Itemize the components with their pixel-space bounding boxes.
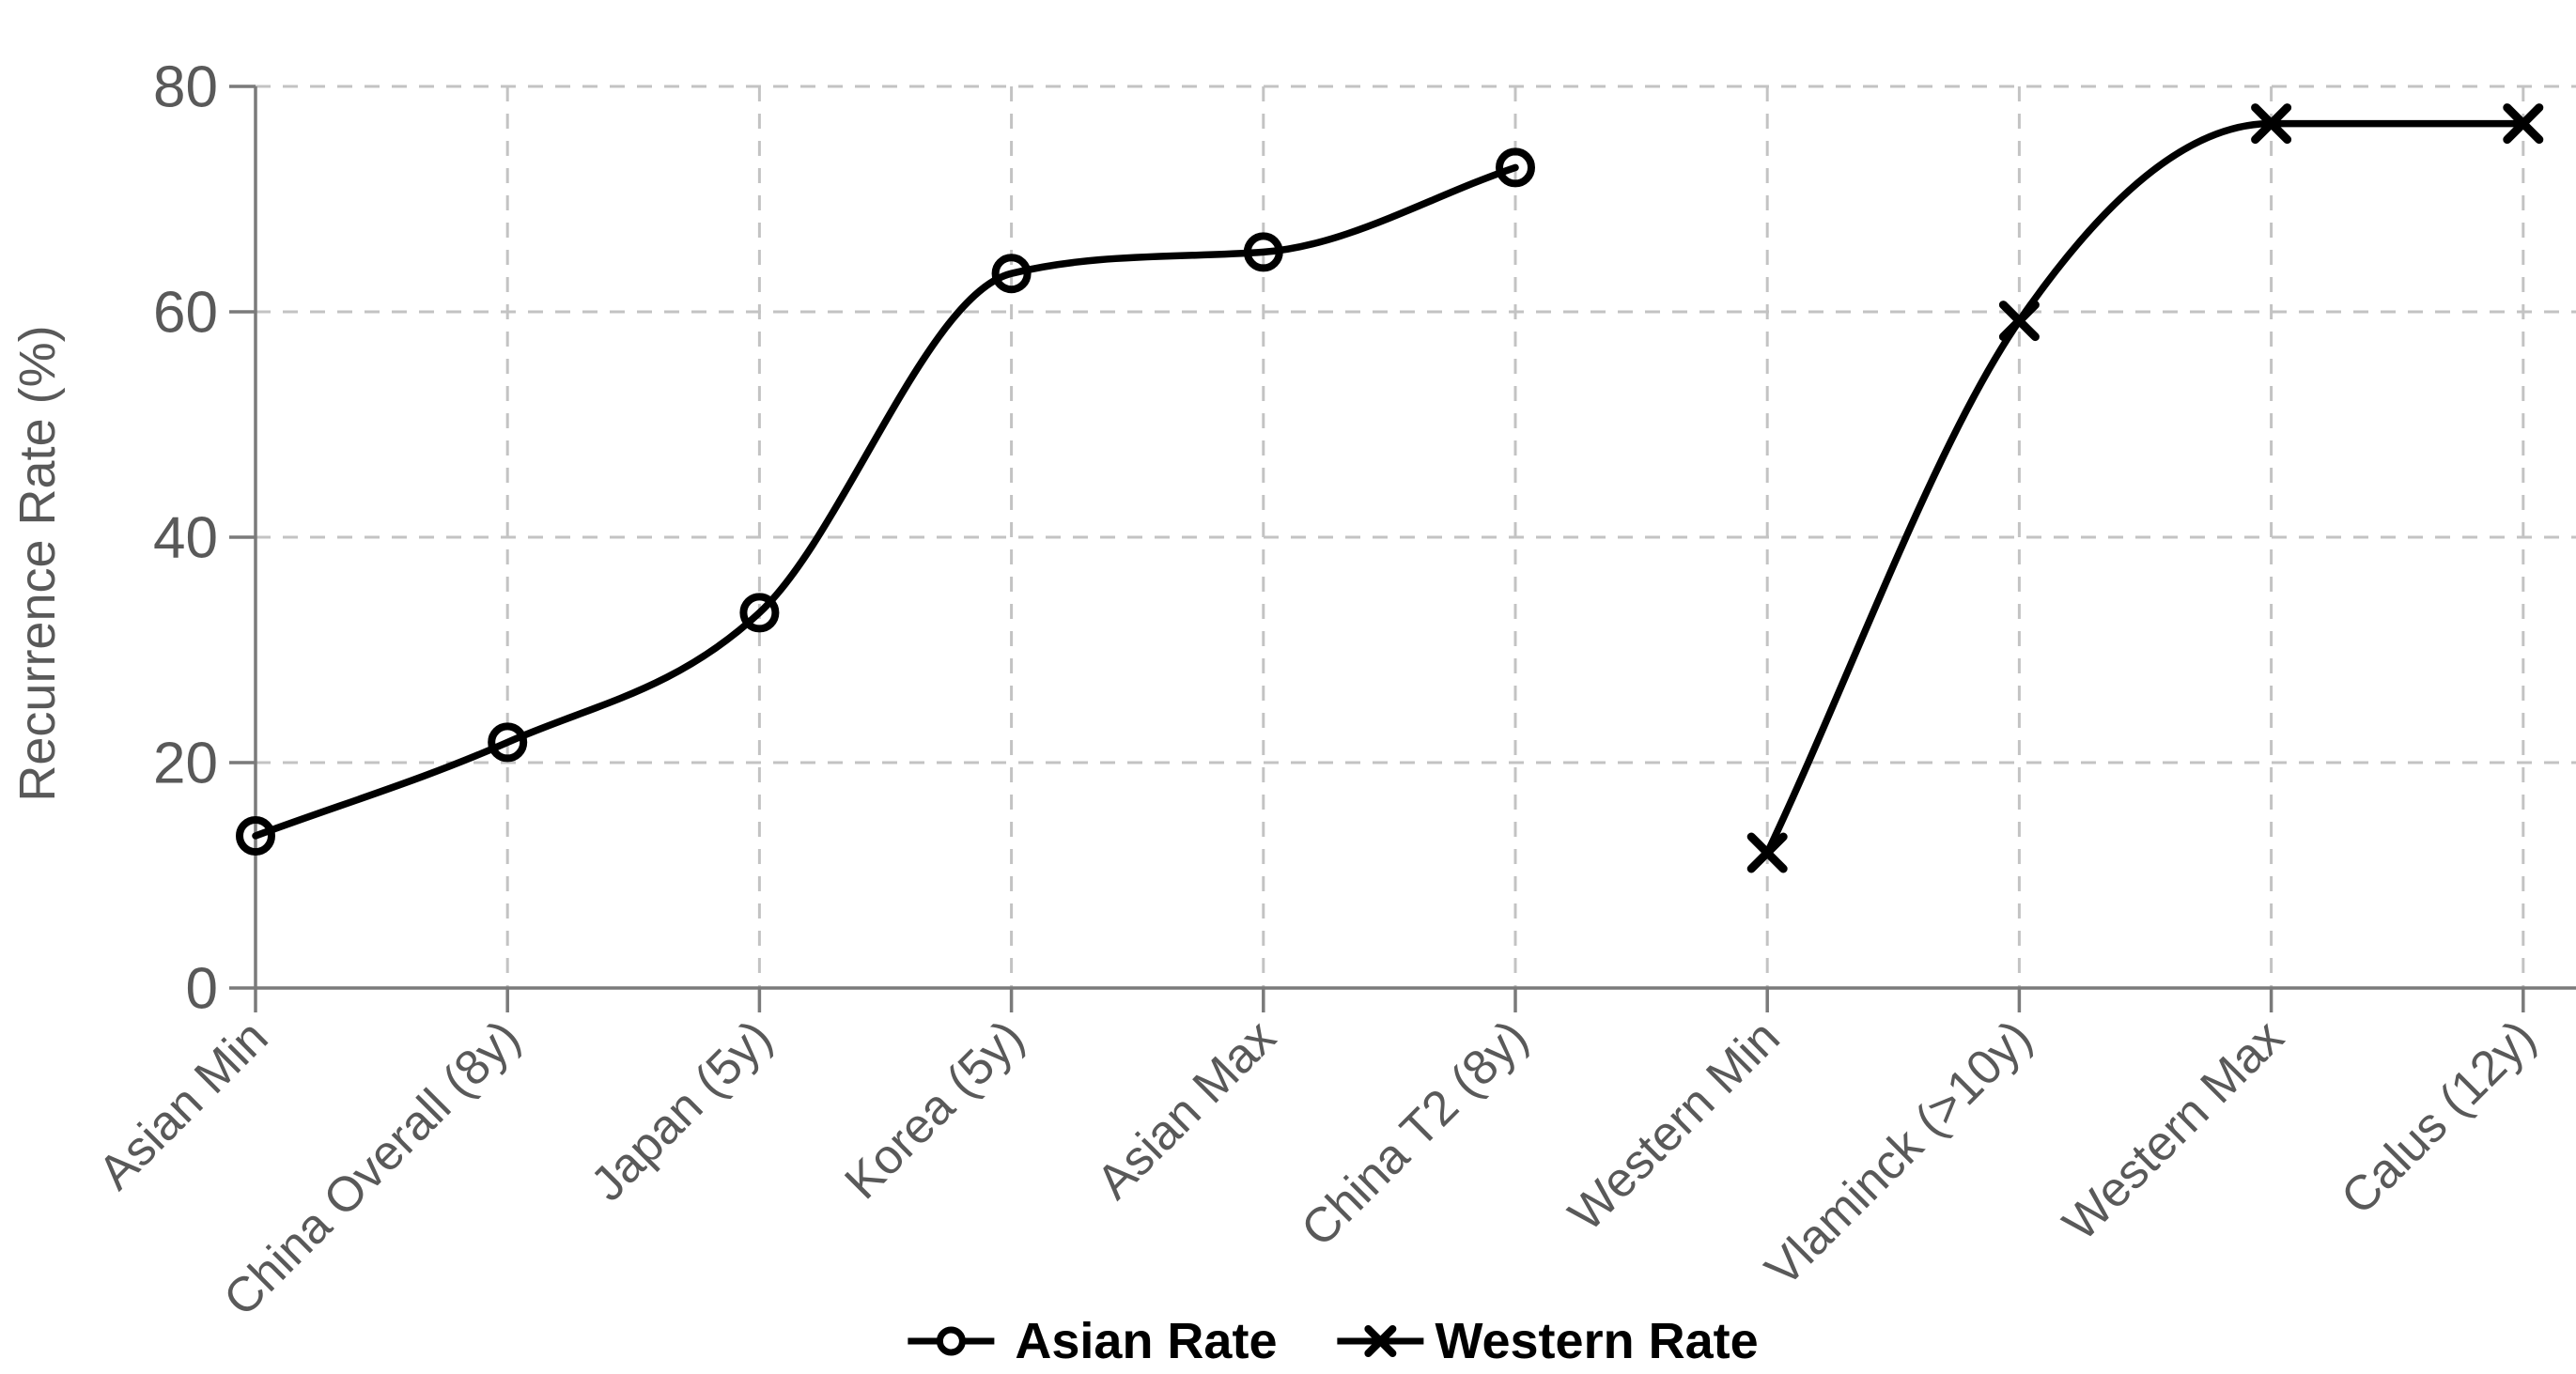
y-tick-label: 80 [153, 55, 218, 120]
circle-marker-icon [908, 1326, 995, 1356]
y-tick-label: 20 [153, 732, 218, 796]
data-point-circle-marker [1496, 147, 1535, 188]
x-category-label: Western Max [2053, 1010, 2294, 1251]
y-tick-label: 0 [186, 957, 218, 1022]
x-category-label: Asian Max [1087, 1010, 1287, 1210]
data-point-circle-marker [739, 593, 780, 633]
data-point-x-marker [2503, 103, 2544, 145]
legend-label-asian-rate: Asian Rate [1015, 1313, 1278, 1369]
legend-label-western-rate: Western Rate [1435, 1313, 1759, 1369]
x-category-label: China T2 (8y) [1291, 1010, 1538, 1257]
y-axis-title: Recurrence Rate (%) [9, 325, 66, 801]
data-point-circle-marker [991, 254, 1032, 294]
x-category-label: Calus (12y) [2331, 1010, 2546, 1225]
data-point-circle-marker [236, 816, 275, 856]
data-point-circle-marker [488, 722, 528, 763]
data-point-x-marker [2251, 103, 2292, 145]
y-tick-label: 40 [153, 506, 218, 571]
chart-legend: Asian Rate Western Rate [902, 1312, 1759, 1370]
series-line-western-rate [1763, 119, 2527, 857]
data-point-x-marker [1746, 832, 1788, 873]
x-marker-icon [1337, 1325, 1424, 1357]
x-category-label: Vlaminck (>10y) [1755, 1010, 2042, 1297]
data-point-x-marker [1998, 301, 2040, 342]
y-tick-label: 60 [153, 281, 218, 346]
legend-item-asian-rate: Asian Rate [902, 1312, 1277, 1370]
x-category-label: Asian Min [88, 1010, 278, 1199]
legend-item-western-rate: Western Rate [1331, 1312, 1759, 1370]
series-line-asian-rate [252, 163, 1519, 840]
x-category-label: Western Min [1559, 1010, 1791, 1242]
x-category-label: Japan (5y) [581, 1010, 783, 1212]
x-category-label: Korea (5y) [834, 1010, 1034, 1210]
data-point-circle-marker [1243, 232, 1283, 272]
